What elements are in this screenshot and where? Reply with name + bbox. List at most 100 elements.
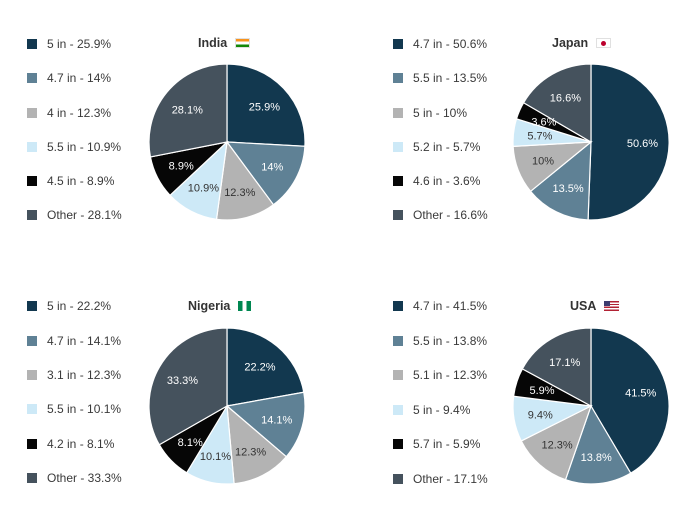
legend-label: 4.7 in - 50.6% xyxy=(413,37,488,51)
legend-swatch xyxy=(393,439,403,449)
pie-chart: 25.9% 14% 12.3% 10.9% 8.9% 28.1% xyxy=(148,63,306,221)
legend-label: 5 in - 9.4% xyxy=(413,403,471,417)
legend-label: 5.5 in - 10.1% xyxy=(47,402,122,416)
chart-title: USA xyxy=(570,299,620,313)
slice-label: 41.5% xyxy=(625,387,656,399)
legend-swatch xyxy=(393,474,403,484)
legend-item: 5.2 in - 5.7% xyxy=(393,139,480,155)
legend-label: 4 in - 12.3% xyxy=(47,106,112,120)
legend-item: 5 in - 10% xyxy=(393,105,467,121)
legend-item: Other - 28.1% xyxy=(27,207,122,223)
pie-slice xyxy=(587,63,670,221)
legend-label: 4.2 in - 8.1% xyxy=(47,437,115,451)
chart-title: India xyxy=(198,36,251,50)
slice-label: 5.9% xyxy=(529,385,554,397)
india-flag-icon xyxy=(235,38,251,48)
legend-label: Other - 28.1% xyxy=(47,208,122,222)
pie-chart: 41.5% 13.8% 12.3% 9.4% 5.9% 17.1% xyxy=(512,327,670,485)
slice-label: 12.3% xyxy=(235,447,266,459)
slice-label: 10.9% xyxy=(188,183,219,195)
chart-title-text: Nigeria xyxy=(188,299,231,313)
chart-title-text: Japan xyxy=(552,36,589,50)
legend-item: Other - 33.3% xyxy=(27,470,122,486)
slice-label: 50.6% xyxy=(627,138,658,150)
pie-chart: 22.2% 14.1% 12.3% 10.1% 8.1% 33.3% xyxy=(148,327,306,485)
legend-item: 4.7 in - 50.6% xyxy=(393,36,487,52)
legend-label: Other - 33.3% xyxy=(47,471,122,485)
slice-label: 16.6% xyxy=(550,92,581,104)
slice-label: 8.9% xyxy=(169,160,194,172)
legend-swatch xyxy=(393,176,403,186)
slice-label: 17.1% xyxy=(549,357,580,369)
pie-slice xyxy=(521,327,592,408)
legend-swatch xyxy=(27,210,37,220)
legend-item: 5 in - 22.2% xyxy=(27,298,111,314)
legend-label: 5 in - 25.9% xyxy=(47,37,112,51)
pie-slice xyxy=(564,404,632,485)
pie-slice xyxy=(225,391,306,458)
slice-label: 13.8% xyxy=(581,452,612,464)
legend-label: 3.1 in - 12.3% xyxy=(47,368,122,382)
legend-item: 5.5 in - 13.8% xyxy=(393,333,487,349)
legend-item: 4.5 in - 8.9% xyxy=(27,173,114,189)
chart-panel-nigeria: 5 in - 22.2% 4.7 in - 14.1% 3.1 in - 12.… xyxy=(0,264,346,513)
legend-swatch xyxy=(393,336,403,346)
legend-swatch xyxy=(27,404,37,414)
usa-flag-icon xyxy=(604,301,620,311)
legend-swatch xyxy=(27,176,37,186)
pie-slice xyxy=(520,404,593,481)
legend-item: 3.1 in - 12.3% xyxy=(27,367,121,383)
legend-swatch xyxy=(27,370,37,380)
legend-swatch xyxy=(393,210,403,220)
legend-label: 4.5 in - 8.9% xyxy=(47,174,115,188)
nigeria-flag-icon xyxy=(238,301,252,311)
slice-label: 12.3% xyxy=(541,440,572,452)
legend-label: Other - 17.1% xyxy=(413,472,488,486)
pie-slice xyxy=(226,327,305,407)
legend-swatch xyxy=(27,473,37,483)
legend-item: 5 in - 9.4% xyxy=(393,402,470,418)
legend-swatch xyxy=(27,336,37,346)
legend-swatch xyxy=(393,142,403,152)
pie-slice xyxy=(522,63,592,144)
slice-label: 3.6% xyxy=(531,116,556,128)
legend-item: 4.7 in - 14.1% xyxy=(27,333,121,349)
pie-chart: 50.6% 13.5% 10% 5.7% 3.6% 16.6% xyxy=(512,63,670,221)
chart-panel-india: 5 in - 25.9% 4.7 in - 14% 4 in - 12.3% 5… xyxy=(0,0,346,249)
legend-label: 4.6 in - 3.6% xyxy=(413,174,481,188)
pie-slice xyxy=(148,327,228,446)
legend-label: 5.7 in - 5.9% xyxy=(413,437,481,451)
legend-label: 5.5 in - 13.5% xyxy=(413,71,488,85)
legend-swatch xyxy=(27,73,37,83)
pie-slice xyxy=(529,140,592,221)
pie-slice xyxy=(215,140,275,221)
slice-label: 8.1% xyxy=(178,437,203,449)
legend-swatch xyxy=(393,370,403,380)
legend-swatch xyxy=(393,405,403,415)
legend-label: 5.2 in - 5.7% xyxy=(413,140,481,154)
legend-swatch xyxy=(393,39,403,49)
slice-label: 10% xyxy=(532,156,554,168)
slice-label: 14% xyxy=(261,161,283,173)
legend-item: 5.5 in - 10.1% xyxy=(27,401,121,417)
legend-item: 5.7 in - 5.9% xyxy=(393,436,480,452)
legend-label: Other - 16.6% xyxy=(413,208,488,222)
legend-item: Other - 16.6% xyxy=(393,207,488,223)
slice-label: 25.9% xyxy=(249,102,280,114)
legend-label: 5 in - 22.2% xyxy=(47,299,112,313)
legend-label: 4.7 in - 14% xyxy=(47,71,112,85)
legend-item: 5.1 in - 12.3% xyxy=(393,367,487,383)
legend-swatch xyxy=(393,108,403,118)
legend-swatch xyxy=(27,301,37,311)
legend-item: 5.5 in - 13.5% xyxy=(393,70,487,86)
pie-slice xyxy=(226,63,306,147)
slice-label: 5.7% xyxy=(527,131,552,143)
legend-label: 5.1 in - 12.3% xyxy=(413,368,488,382)
pie-slice xyxy=(590,327,670,474)
legend-label: 5.5 in - 13.8% xyxy=(413,334,488,348)
legend-item: 4.6 in - 3.6% xyxy=(393,173,480,189)
slice-label: 14.1% xyxy=(261,415,292,427)
legend-swatch xyxy=(27,142,37,152)
legend-item: 4 in - 12.3% xyxy=(27,105,111,121)
slice-label: 10.1% xyxy=(200,451,231,463)
